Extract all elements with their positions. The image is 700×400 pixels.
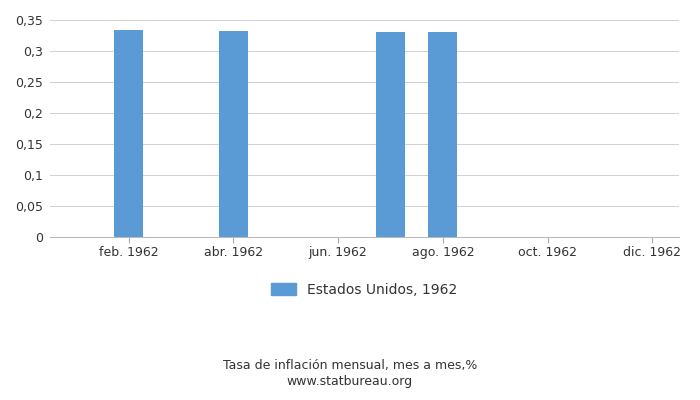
Bar bbox=[114, 30, 143, 237]
Bar bbox=[376, 32, 405, 237]
Legend: Estados Unidos, 1962: Estados Unidos, 1962 bbox=[271, 282, 458, 296]
Text: Tasa de inflación mensual, mes a mes,%: Tasa de inflación mensual, mes a mes,% bbox=[223, 360, 477, 372]
Text: www.statbureau.org: www.statbureau.org bbox=[287, 376, 413, 388]
Bar bbox=[219, 31, 248, 237]
Bar bbox=[428, 32, 457, 237]
